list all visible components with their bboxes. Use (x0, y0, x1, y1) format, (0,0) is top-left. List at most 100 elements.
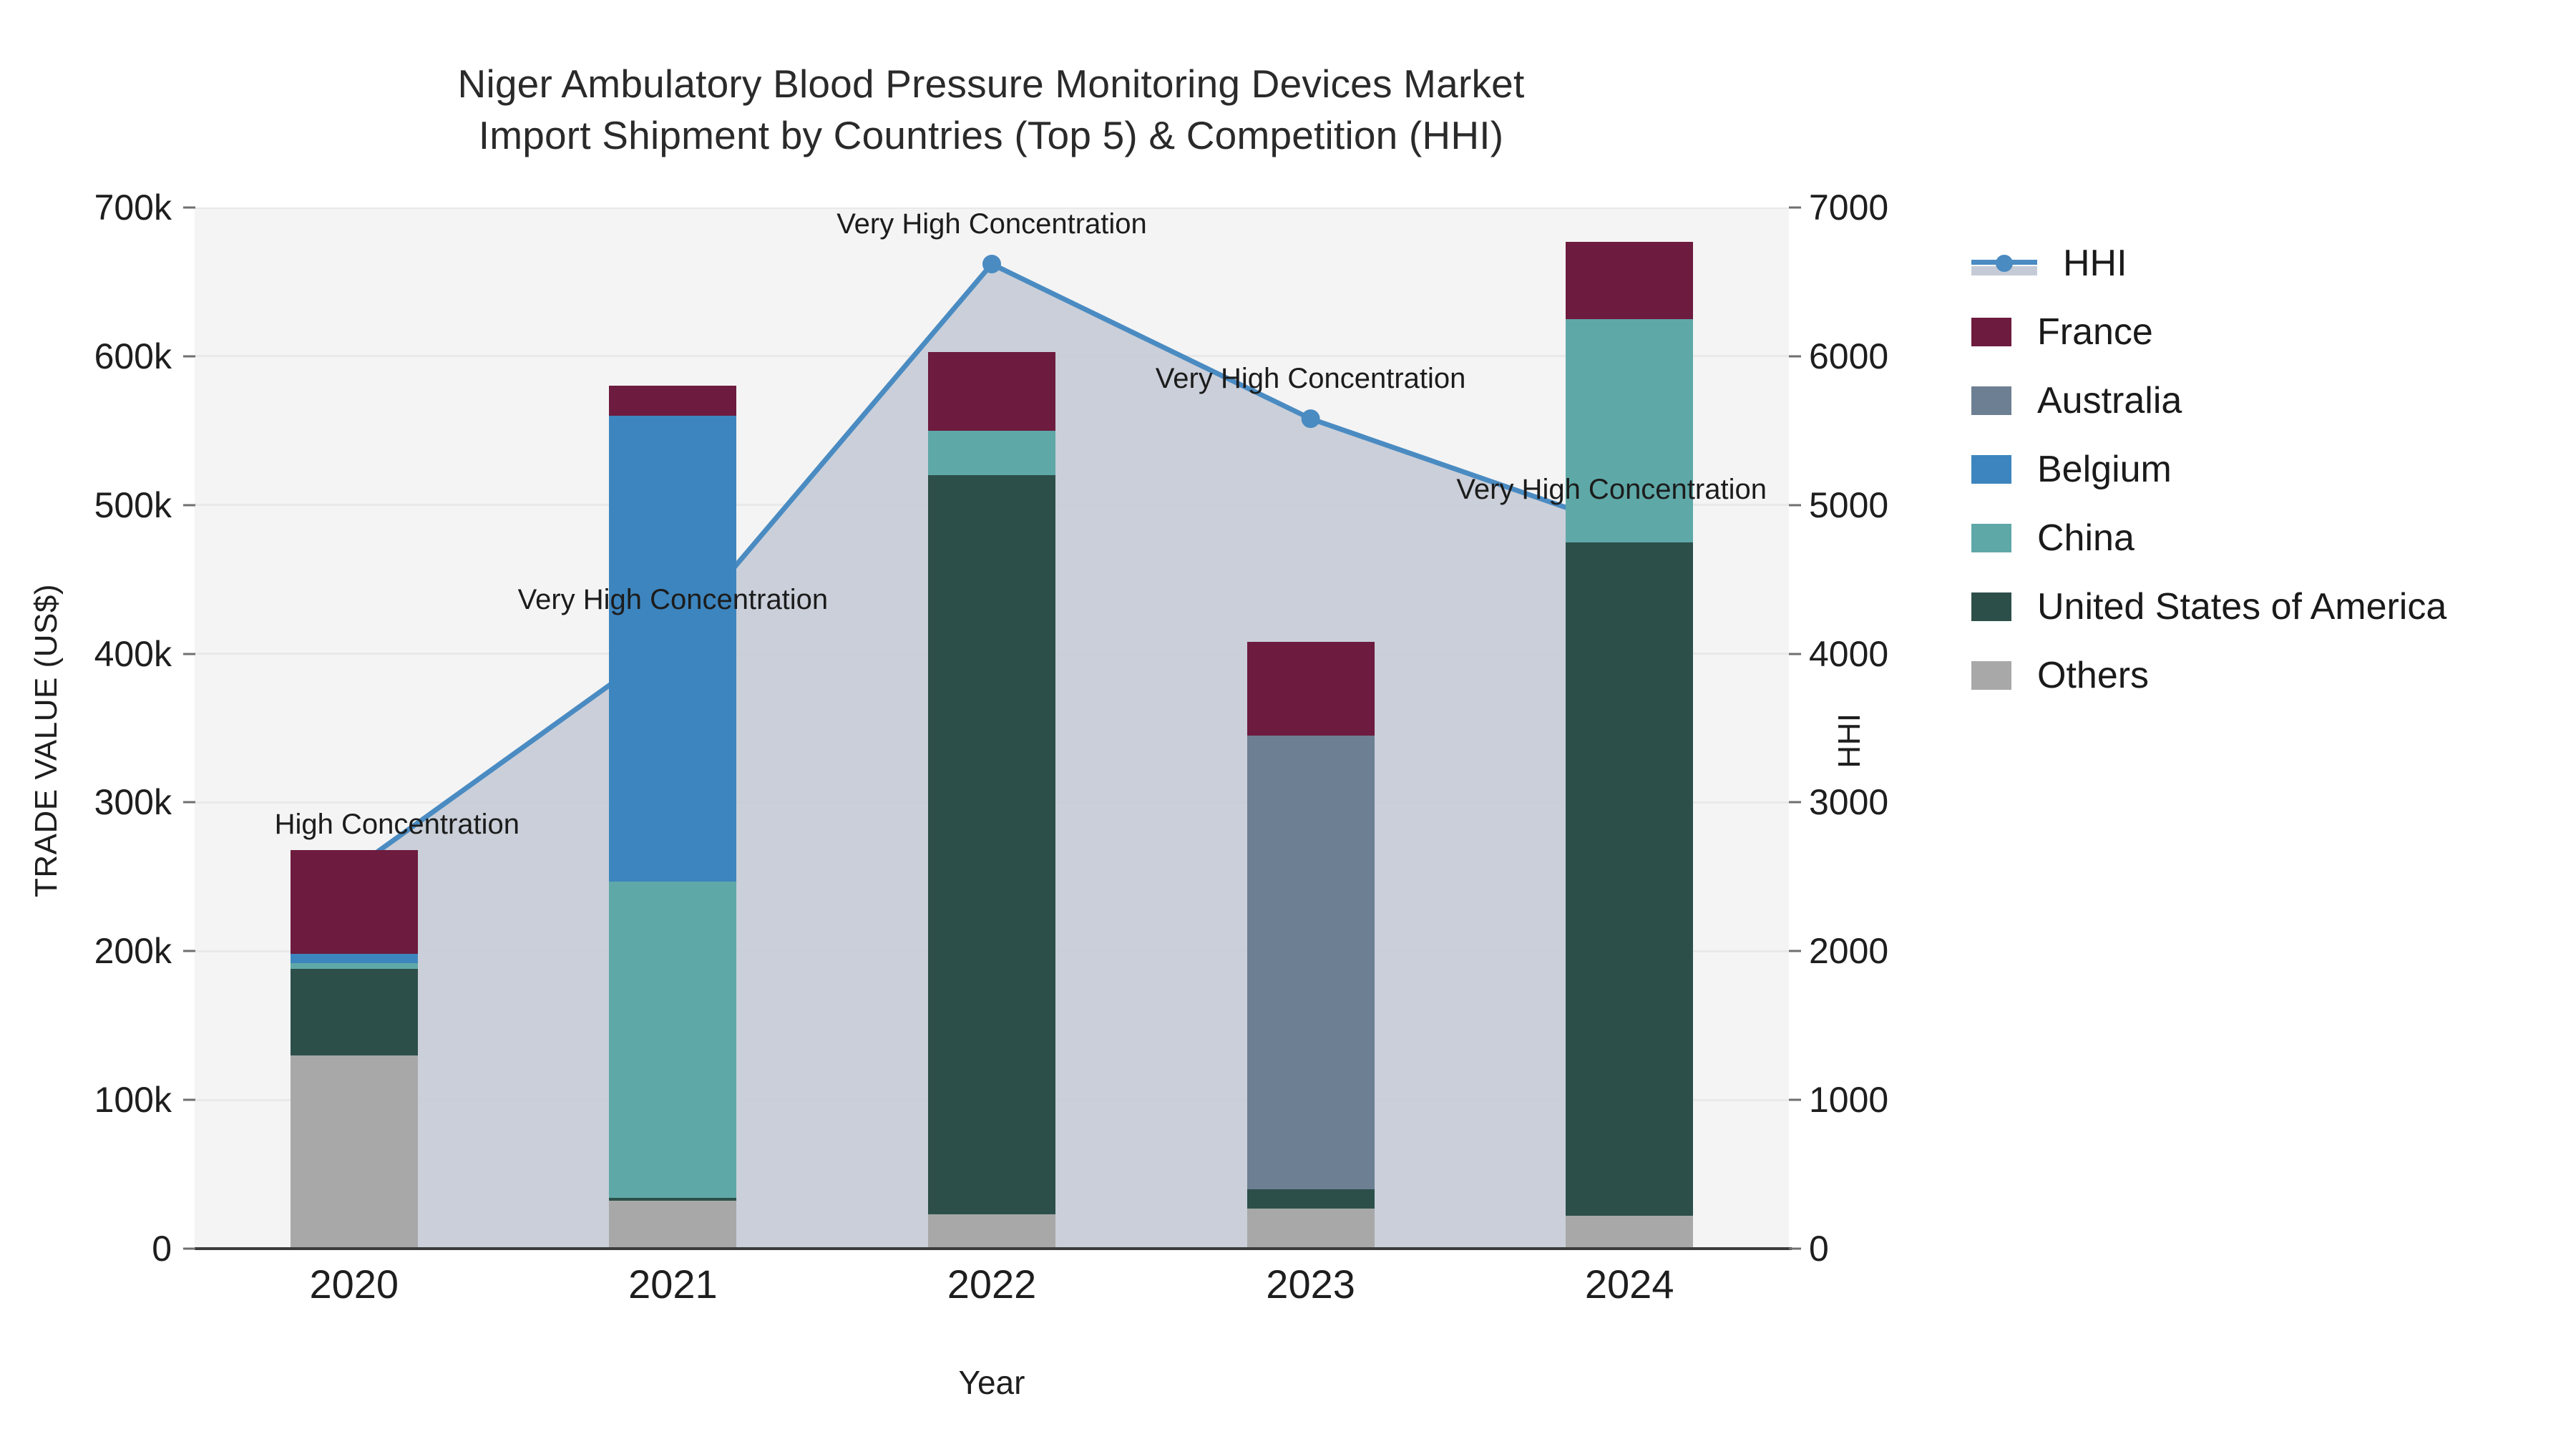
y-axis-left-tickmark (183, 1247, 195, 1250)
legend-item-label: Others (2037, 655, 2150, 696)
legend-item[interactable]: Australia (1971, 366, 2565, 435)
bar-segment[interactable] (1246, 1189, 1375, 1209)
bar-segment[interactable] (609, 1198, 737, 1201)
bar-segment[interactable] (1566, 542, 1694, 1216)
x-axis-tick-label: 2021 (628, 1262, 718, 1307)
y-axis-left-tickmark (183, 950, 195, 952)
plot-inner: High Concentration Very High Concentratio… (195, 208, 1789, 1249)
hhi-annotation: Very High Concentration (836, 208, 1147, 240)
bar-segment[interactable] (609, 386, 737, 416)
y-axis-left-tickmark (183, 653, 195, 655)
bar-segment[interactable] (290, 962, 418, 970)
bar-segment[interactable] (1566, 1216, 1694, 1249)
bar-segment[interactable] (1566, 318, 1694, 542)
legend-color-swatch (1971, 524, 2011, 552)
bar-segment[interactable] (290, 969, 418, 1055)
legend-item[interactable]: Others (1971, 641, 2565, 710)
bar-segment[interactable] (928, 351, 1055, 431)
bar-segment[interactable] (609, 1201, 737, 1249)
y-axis-right-tick-label: 3000 (1809, 782, 1889, 823)
y-axis-right-tickmark (1789, 1098, 1801, 1101)
hhi-annotation: High Concentration (274, 808, 520, 840)
y-axis-left-tick-label: 500k (94, 484, 172, 525)
gridline (195, 208, 1789, 209)
legend-color-swatch (1971, 661, 2011, 690)
legend-item[interactable]: France (1971, 298, 2565, 366)
y-axis-left-tick-label: 200k (94, 931, 172, 972)
legend-color-swatch (1971, 592, 2011, 621)
bar-segment[interactable] (290, 849, 418, 955)
y-axis-left-tick-label: 700k (94, 187, 172, 228)
y-axis-left-tick-label: 600k (94, 336, 172, 376)
x-axis-tick-label: 2020 (309, 1262, 399, 1307)
legend-item-label: France (2037, 311, 2153, 353)
y-axis-left-tick-label: 400k (94, 633, 172, 674)
y-axis-right-tick-label: 4000 (1809, 633, 1889, 674)
bar-segment[interactable] (1246, 1208, 1375, 1249)
y-axis-right-tick-label: 1000 (1809, 1080, 1889, 1121)
y-axis-right-tickmark (1789, 950, 1801, 952)
hhi-marker (982, 254, 1001, 273)
x-axis-tick-label: 2022 (947, 1262, 1037, 1307)
bar-segment[interactable] (1246, 641, 1375, 736)
hhi-marker (1301, 409, 1320, 429)
y-axis-right-tick-label: 0 (1809, 1229, 1829, 1269)
chart-title-line-2: Import Shipment by Countries (Top 5) & C… (478, 112, 1504, 157)
bar-segment[interactable] (609, 881, 737, 1199)
x-axis-label: Year (958, 1364, 1025, 1401)
y-axis-left-tickmark (183, 355, 195, 358)
chart-legend: HHI France Australia Belgium China United Sta… (1971, 229, 2565, 710)
y-axis-left-tick-label: 300k (94, 782, 172, 823)
y-axis-left-tick-label: 100k (94, 1080, 172, 1121)
y-axis-right-tickmark (1789, 504, 1801, 507)
legend-item[interactable]: United States of America (1971, 572, 2565, 641)
legend-color-swatch (1971, 318, 2011, 346)
legend-item-label: Australia (2037, 380, 2182, 421)
bar-segment[interactable] (290, 954, 418, 963)
y-axis-left-tickmark (183, 504, 195, 507)
hhi-annotation: Very High Concentration (517, 583, 829, 615)
y-axis-left-tickmark (183, 1098, 195, 1101)
y-axis-right-tickmark (1789, 206, 1801, 209)
y-axis-right-tick-label: 5000 (1809, 484, 1889, 525)
bar-segment[interactable] (1566, 241, 1694, 319)
legend-line-marker (1971, 249, 2037, 278)
y-axis-left-label: TRADE VALUE (US$) (29, 584, 64, 897)
legend-item-label: Belgium (2037, 449, 2172, 490)
legend-item-label: China (2037, 517, 2135, 559)
y-axis-right-tickmark (1789, 653, 1801, 655)
bar-segment[interactable] (928, 1214, 1055, 1249)
x-axis-tick-label: 2023 (1266, 1262, 1355, 1307)
x-axis-tick-label: 2024 (1584, 1262, 1674, 1307)
y-axis-right-tick-label: 6000 (1809, 336, 1889, 376)
bar-segment[interactable] (290, 1055, 418, 1249)
y-axis-left-tickmark (183, 801, 195, 804)
legend-item[interactable]: Belgium (1971, 435, 2565, 504)
y-axis-left-tickmark (183, 206, 195, 209)
y-axis-right-label: HHI (1832, 713, 1867, 769)
y-axis-right-tickmark (1789, 1247, 1801, 1250)
legend-item-label: HHI (2063, 243, 2127, 284)
plot-area: High Concentration Very High Concentratio… (195, 208, 1789, 1249)
legend-item[interactable]: HHI (1971, 229, 2565, 298)
y-axis-right-tickmark (1789, 801, 1801, 804)
y-axis-left-tick-label: 0 (152, 1229, 172, 1269)
bar-segment[interactable] (928, 430, 1055, 476)
chart-title-line-1: Niger Ambulatory Blood Pressure Monitori… (457, 62, 1525, 106)
bar-segment[interactable] (609, 416, 737, 882)
y-axis-right-tickmark (1789, 355, 1801, 358)
legend-color-swatch (1971, 386, 2011, 415)
y-axis-right-tick-label: 2000 (1809, 931, 1889, 972)
legend-line-dot (1996, 255, 2013, 272)
chart-title: Niger Ambulatory Blood Pressure Monitori… (0, 59, 1982, 161)
bar-segment[interactable] (1246, 735, 1375, 1189)
x-axis-line (195, 1247, 1792, 1250)
hhi-annotation: Very High Concentration (1155, 363, 1466, 395)
y-axis-right-tick-label: 7000 (1809, 187, 1889, 228)
legend-color-swatch (1971, 455, 2011, 484)
hhi-annotation: Very High Concentration (1456, 474, 1767, 505)
legend-item-label: United States of America (2037, 586, 2447, 628)
legend-item[interactable]: China (1971, 504, 2565, 572)
bar-segment[interactable] (928, 475, 1055, 1215)
